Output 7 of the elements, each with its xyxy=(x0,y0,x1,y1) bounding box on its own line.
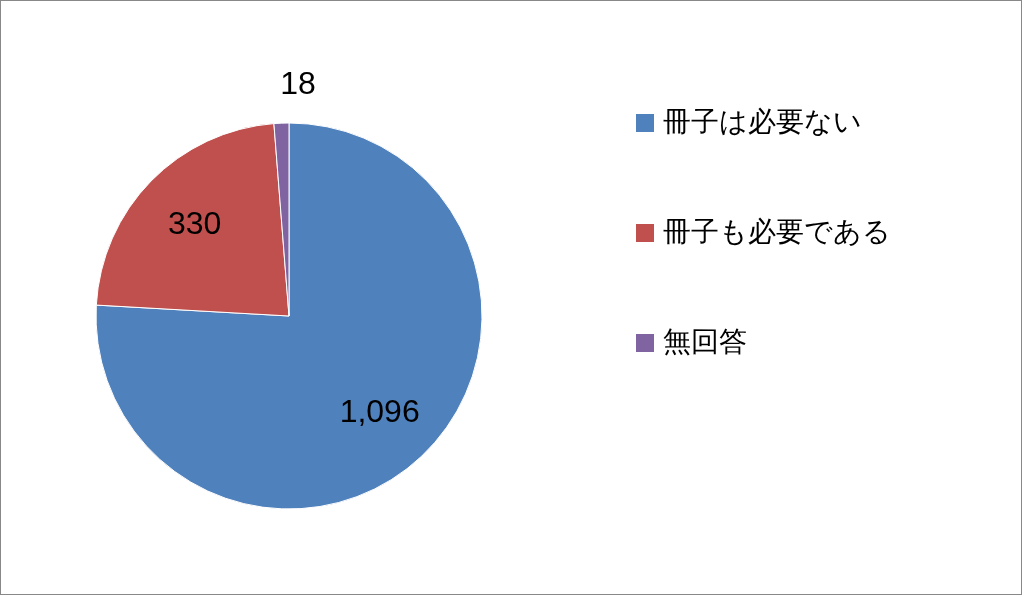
data-label: 1,096 xyxy=(339,392,420,429)
data-label: 330 xyxy=(167,204,222,241)
legend-label: 冊子も必要である xyxy=(663,215,891,248)
pie-slice xyxy=(95,122,483,510)
legend-label: 冊子は必要ない xyxy=(663,105,862,138)
legend-label: 無回答 xyxy=(663,325,747,358)
data-label: 18 xyxy=(280,65,316,102)
